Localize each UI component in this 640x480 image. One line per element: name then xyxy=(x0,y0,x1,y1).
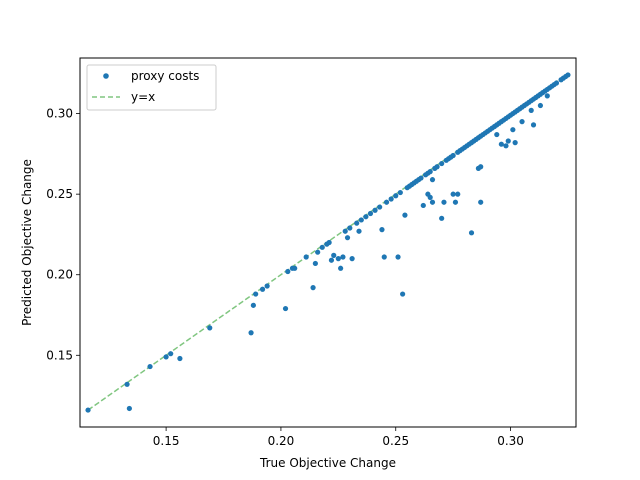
data-point xyxy=(340,254,346,260)
data-point xyxy=(163,354,169,360)
data-point xyxy=(427,169,433,175)
data-point xyxy=(383,199,390,205)
x-axis: 0.15 0.20 0.25 0.30 xyxy=(153,427,524,448)
data-point xyxy=(85,407,91,413)
data-point xyxy=(372,207,378,213)
x-axis-label: True Objective Change xyxy=(259,456,396,470)
data-point xyxy=(379,227,385,233)
data-point xyxy=(434,164,440,170)
data-point xyxy=(292,265,298,271)
data-point xyxy=(381,254,387,260)
data-point xyxy=(347,225,353,231)
data-point xyxy=(264,283,270,289)
data-point xyxy=(530,122,537,128)
data-point xyxy=(126,405,132,412)
x-tick-label: 0.25 xyxy=(382,434,409,448)
y-tick-label: 0.15 xyxy=(46,348,73,362)
data-point xyxy=(367,210,374,217)
data-point xyxy=(349,256,355,262)
data-point xyxy=(147,363,153,370)
data-point xyxy=(519,119,525,125)
data-point xyxy=(354,220,360,226)
data-point xyxy=(544,93,550,99)
data-point xyxy=(168,351,174,357)
data-point xyxy=(344,235,351,241)
data-point xyxy=(452,199,459,205)
data-point xyxy=(528,107,534,113)
data-point xyxy=(312,260,318,267)
legend-label-y-equals-x: y=x xyxy=(131,90,155,104)
data-point xyxy=(315,249,321,255)
points-layer xyxy=(85,72,571,413)
data-point xyxy=(177,355,183,362)
data-point xyxy=(282,305,289,312)
data-point xyxy=(478,164,484,170)
y-axis: 0.15 0.20 0.25 0.30 xyxy=(46,107,80,362)
data-point xyxy=(402,212,408,218)
legend: proxy costs y=x xyxy=(86,64,217,111)
data-point xyxy=(397,189,403,196)
data-point xyxy=(498,141,504,147)
data-point xyxy=(400,291,406,297)
y-axis-label: Predicted Objective Change xyxy=(20,159,34,326)
data-point xyxy=(420,202,426,209)
data-point xyxy=(455,191,461,197)
data-point xyxy=(248,330,254,336)
x-tick-label: 0.20 xyxy=(268,434,295,448)
data-point xyxy=(331,252,337,258)
x-tick-label: 0.30 xyxy=(497,434,524,448)
legend-label-proxy-costs: proxy costs xyxy=(131,69,199,83)
data-point xyxy=(512,140,518,146)
data-point xyxy=(395,254,401,260)
data-point xyxy=(338,265,344,271)
data-point xyxy=(342,228,348,234)
data-point xyxy=(259,286,266,292)
y-tick-label: 0.30 xyxy=(46,107,73,121)
data-point xyxy=(124,381,130,387)
y-tick-label: 0.25 xyxy=(46,187,73,201)
data-point xyxy=(468,230,475,236)
data-point xyxy=(510,127,516,133)
data-point xyxy=(388,196,394,202)
data-point xyxy=(250,302,256,308)
plot-frame xyxy=(79,57,577,428)
data-point xyxy=(326,239,332,246)
data-point xyxy=(565,72,571,78)
data-point xyxy=(494,131,500,138)
data-point xyxy=(418,175,424,181)
data-point xyxy=(441,199,447,205)
data-point xyxy=(335,256,341,262)
y-tick-label: 0.20 xyxy=(46,268,73,282)
data-point xyxy=(377,204,383,210)
data-point xyxy=(310,285,316,291)
data-point xyxy=(429,199,436,205)
data-point xyxy=(285,268,291,275)
data-point xyxy=(450,152,456,159)
data-point xyxy=(358,217,364,223)
data-point xyxy=(319,244,325,250)
data-point xyxy=(303,254,309,260)
data-point xyxy=(393,193,399,199)
data-point xyxy=(429,177,436,183)
data-point xyxy=(328,257,335,263)
x-tick-label: 0.15 xyxy=(153,434,180,448)
data-point xyxy=(439,160,445,167)
data-point xyxy=(503,143,509,149)
data-point xyxy=(427,194,433,200)
data-point xyxy=(553,80,560,86)
data-point xyxy=(537,102,544,109)
data-point xyxy=(450,191,456,197)
data-point xyxy=(253,291,259,297)
data-point xyxy=(439,215,445,221)
data-point xyxy=(505,138,511,144)
data-point xyxy=(478,199,484,205)
legend-box xyxy=(86,64,217,111)
legend-marker-proxy-costs xyxy=(103,73,109,79)
data-point xyxy=(356,228,362,234)
data-point xyxy=(207,325,213,331)
data-point xyxy=(363,214,369,220)
